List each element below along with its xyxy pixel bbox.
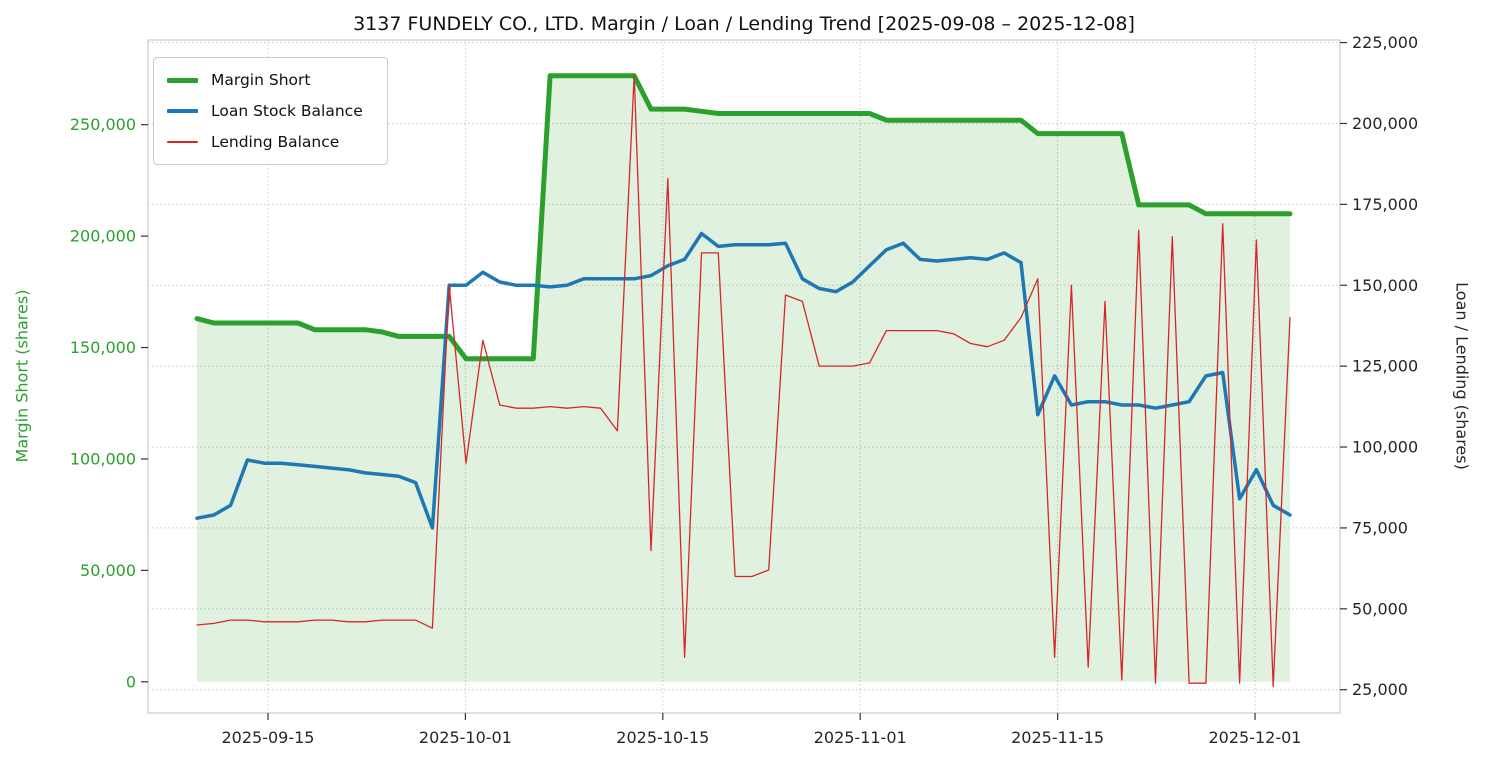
y-tick-label-right: 25,000 (1352, 680, 1408, 699)
right-axis-label: Loan / Lending (shares) (1452, 282, 1472, 470)
series-line-margin-short (194, 73, 1293, 362)
chart-legend: Margin Short Loan Stock Balance Lending Ba… (153, 57, 388, 165)
y-tick-label-left: 50,000 (80, 561, 136, 580)
margin-short-area-fill (197, 75, 1290, 682)
legend-label: Lending Balance (211, 133, 340, 151)
y-tick-label-left: 250,000 (70, 115, 136, 134)
y-tick-label-right: 100,000 (1352, 438, 1418, 457)
legend-line-sample (167, 141, 198, 143)
y-tick-label-right: 125,000 (1352, 357, 1418, 376)
y-tick-label-right: 225,000 (1352, 33, 1418, 52)
chart-title: 3137 FUNDELY CO., LTD. Margin / Loan / L… (353, 13, 1135, 35)
legend-item-loan-stock-balance: Loan Stock Balance (167, 101, 363, 121)
y-tick-label-left: 200,000 (70, 227, 136, 246)
series-line-lending-balance (196, 74, 1291, 688)
y-tick-label-right: 200,000 (1352, 114, 1418, 133)
y-tick-label-right: 175,000 (1352, 195, 1418, 214)
x-tick-label: 2025-10-01 (419, 728, 512, 747)
x-tick-label: 2025-11-01 (814, 728, 907, 747)
x-tick-label: 2025-11-15 (1011, 728, 1104, 747)
legend-label: Margin Short (211, 71, 311, 89)
left-axis-label: Margin Short (shares) (12, 289, 32, 463)
legend-line-sample (167, 109, 198, 113)
y-tick-label-right: 75,000 (1352, 518, 1408, 537)
y-tick-label-right: 50,000 (1352, 599, 1408, 618)
y-tick-label-left: 100,000 (70, 449, 136, 468)
y-tick-label-left: 0 (126, 672, 136, 691)
series-line-loan-stock-balance (195, 231, 1292, 530)
x-tick-label: 2025-10-15 (616, 728, 709, 747)
y-tick-label-right: 150,000 (1352, 276, 1418, 295)
x-tick-label: 2025-12-01 (1209, 728, 1302, 747)
y-tick-label-left: 150,000 (70, 338, 136, 357)
plot-border (147, 39, 1341, 714)
legend-line-sample (167, 77, 198, 83)
legend-item-margin-short: Margin Short (167, 70, 363, 90)
legend-label: Loan Stock Balance (211, 102, 363, 120)
x-tick-label: 2025-09-15 (222, 728, 315, 747)
legend-item-lending-balance: Lending Balance (167, 132, 363, 152)
